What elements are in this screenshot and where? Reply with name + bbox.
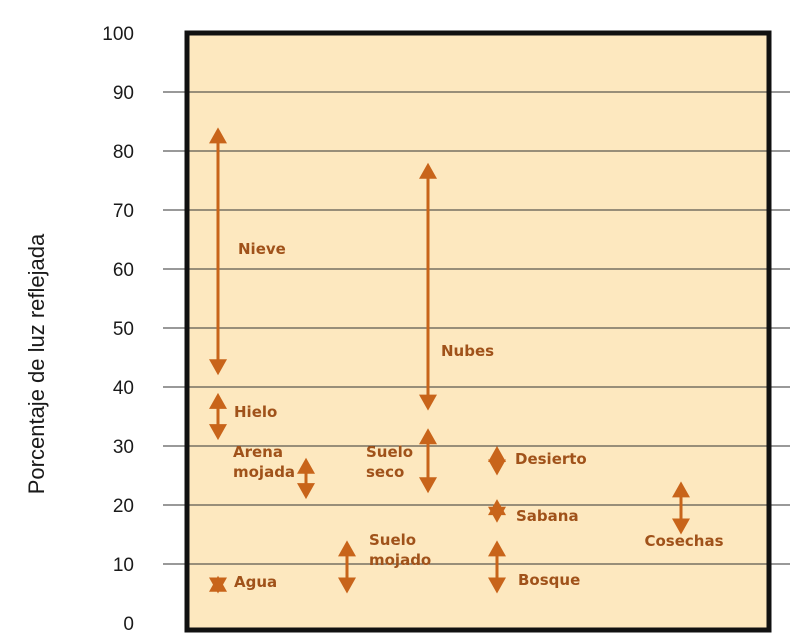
arrow-head-down — [488, 506, 506, 523]
arrow-head-down — [297, 483, 315, 500]
arrow-head-down — [488, 459, 506, 476]
arrow-head-up — [209, 392, 227, 409]
y-tick-label: 90 — [113, 83, 134, 104]
y-tick-label: 20 — [113, 496, 134, 517]
arrow-head-up — [297, 457, 315, 474]
range-label: Nubes — [441, 342, 494, 360]
arrow-head-up — [419, 162, 437, 179]
y-axis-label: Porcentaje de luz reflejada — [24, 233, 49, 494]
y-tick-label: 60 — [113, 260, 134, 281]
arrow-head-up — [209, 127, 227, 144]
range-label: Suelo mojado — [369, 531, 431, 569]
arrow-head-up — [338, 540, 356, 557]
range-arrow: Sabana — [488, 499, 579, 525]
y-tick-label: 70 — [113, 201, 134, 222]
arrow-head-down — [419, 394, 437, 411]
y-tick-label: 100 — [102, 24, 134, 45]
arrow-head-down — [672, 518, 690, 535]
range-arrow: Suelo seco — [366, 428, 437, 494]
plot-frame — [184, 30, 772, 633]
arrow-head-up — [488, 540, 506, 557]
range-label: Hielo — [234, 403, 277, 421]
range-label: Desierto — [515, 450, 587, 468]
y-tick-label: 40 — [113, 378, 134, 399]
y-tick-label: 80 — [113, 142, 134, 163]
range-arrow: Cosechas — [644, 481, 724, 550]
arrow-head-down — [338, 577, 356, 594]
y-tick-label: 50 — [113, 319, 134, 340]
range-label: Cosechas — [644, 532, 723, 550]
gridlines — [163, 91, 790, 565]
plot-background — [187, 33, 769, 630]
arrow-head-down — [419, 477, 437, 494]
range-arrow: Desierto — [488, 446, 587, 476]
y-tick-label: 10 — [113, 555, 134, 576]
arrow-head-down — [209, 577, 227, 594]
range-arrow: Nieve — [209, 127, 286, 376]
arrow-head-down — [209, 359, 227, 376]
y-tick-label: 0 — [123, 614, 134, 635]
arrow-head-up — [419, 428, 437, 445]
y-axis-ticks: 0 10 20 30 40 50 60 70 80 90 100 — [102, 24, 134, 635]
arrow-head-up — [488, 446, 506, 462]
range-label: Agua — [234, 573, 277, 591]
range-label: Arena mojada — [233, 443, 295, 481]
y-tick-label: 30 — [113, 437, 134, 458]
arrow-head-up — [672, 481, 690, 498]
range-arrow: Agua — [209, 573, 277, 594]
range-arrow: Suelo mojado — [338, 531, 431, 594]
range-label: Bosque — [518, 571, 580, 589]
range-arrow: Bosque — [488, 540, 580, 594]
range-label: Sabana — [516, 507, 579, 525]
arrow-head-down — [209, 424, 227, 441]
range-arrow: Arena mojada — [233, 443, 315, 500]
range-arrow: Nubes — [419, 162, 494, 411]
arrow-head-down — [488, 577, 506, 594]
range-label: Suelo seco — [366, 443, 413, 481]
range-label: Nieve — [238, 240, 286, 258]
range-arrows: Nieve Hielo Arena mojada Agua Suelo mojado Nube… — [209, 127, 724, 594]
range-arrow: Hielo — [209, 392, 277, 441]
